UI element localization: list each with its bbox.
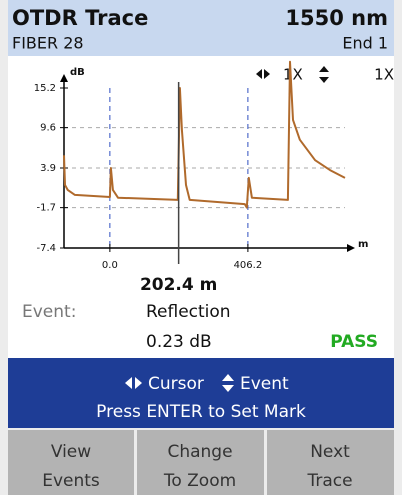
cursor-icon	[125, 377, 142, 389]
event-status: PASS	[330, 332, 378, 352]
x-axis-label: m	[358, 239, 368, 250]
trace-line	[63, 60, 346, 209]
event-loss: 0.23 dB	[146, 332, 212, 352]
zoom-x: 1X	[283, 66, 303, 84]
x-tick-label: 406.2	[234, 260, 263, 271]
zoom-icon	[264, 69, 270, 79]
y-tick-label: -7.4	[36, 243, 56, 254]
y-tick-label: -1.7	[36, 203, 56, 214]
zoom-y: 1X	[374, 66, 394, 84]
cursor-label: 202.4 m	[140, 275, 217, 295]
button[interactable]	[137, 430, 264, 495]
button-label: Events	[42, 471, 100, 491]
header-bar	[8, 0, 394, 56]
trace-plot: 15.2 9.6 3.9 -1.7 -7.4 0.0 406.2 dB m 1X 1X 202.4 m	[34, 60, 394, 295]
help-hint: Press ENTER to Set Mark	[96, 402, 306, 422]
button-label: Trace	[306, 471, 352, 491]
event-icon	[222, 374, 234, 392]
y-tick-label: 15.2	[34, 83, 56, 94]
arrow-down	[222, 385, 234, 392]
wavelength: 1550 nm	[285, 6, 388, 30]
y-tick-label: 3.9	[40, 163, 56, 174]
x-tick-label: 0.0	[102, 260, 118, 271]
zoom-icon	[256, 69, 262, 79]
button-label: Change	[167, 442, 232, 462]
y-tick-label: 9.6	[40, 123, 56, 134]
help-bar	[8, 358, 394, 428]
trace-panel	[8, 56, 394, 358]
zoom-icon	[319, 66, 329, 72]
y-axis-arrow	[60, 74, 68, 82]
button-label: Next	[310, 442, 350, 462]
event-type: Reflection	[146, 302, 231, 322]
help-event: Event	[240, 374, 289, 394]
help-cursor: Cursor	[148, 374, 204, 394]
button[interactable]	[8, 430, 134, 495]
zoom-icon	[319, 77, 329, 83]
fiber-end: End 1	[342, 34, 388, 53]
arrow-left	[125, 377, 132, 389]
x-axis-arrow	[347, 244, 355, 252]
arrow-up	[222, 374, 234, 381]
event-label: Event:	[22, 302, 76, 322]
arrow-right	[135, 377, 142, 389]
fiber-name: FIBER 28	[12, 34, 84, 53]
button-label: To Zoom	[163, 471, 236, 491]
title: OTDR Trace	[12, 6, 148, 30]
button-label: View	[51, 442, 91, 462]
button[interactable]	[267, 430, 394, 495]
y-axis-label: dB	[70, 67, 85, 78]
